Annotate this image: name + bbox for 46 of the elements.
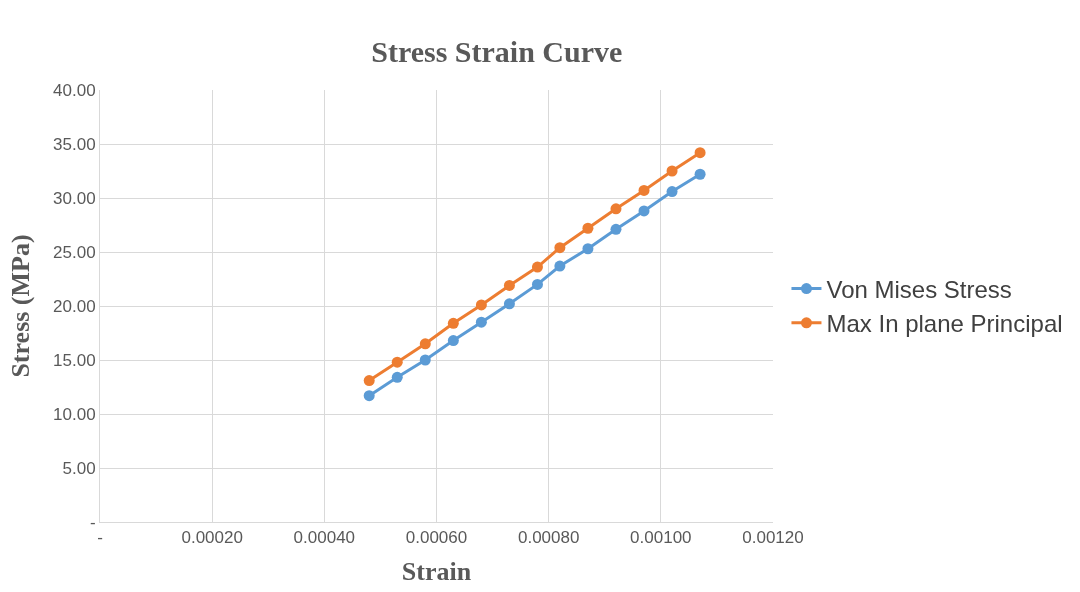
x-axis-title: Strain xyxy=(401,557,472,587)
y-tick-label: 35.00 xyxy=(53,134,96,154)
point xyxy=(503,279,515,291)
legend-label: Von Mises Stress xyxy=(826,275,1012,303)
point xyxy=(503,298,515,310)
point xyxy=(447,335,459,347)
legend-label: Max In plane Principal xyxy=(826,310,1063,338)
x-tick-label: 0.00080 xyxy=(517,528,580,548)
chart-title: Stress Strain Curve xyxy=(371,35,623,69)
point xyxy=(447,317,459,329)
point xyxy=(391,356,403,368)
point xyxy=(694,147,706,159)
point xyxy=(531,278,543,290)
point xyxy=(419,354,431,366)
point xyxy=(610,223,622,235)
y-tick-label: 20.00 xyxy=(53,296,96,316)
x-tick-label: 0.00020 xyxy=(181,528,243,548)
point xyxy=(694,168,706,180)
x-tick-label: 0.00060 xyxy=(405,528,468,548)
point xyxy=(582,222,594,234)
y-tick-label: 40.00 xyxy=(53,80,96,100)
point xyxy=(475,316,487,328)
y-tick-label: 5.00 xyxy=(62,458,96,478)
point xyxy=(363,390,375,402)
x-tick-label: 0.00100 xyxy=(630,528,692,548)
x-tick-label: 0.00040 xyxy=(293,528,356,548)
point xyxy=(419,338,431,350)
point xyxy=(554,242,566,254)
x-tick-label: 0.00120 xyxy=(742,528,804,548)
y-tick-label: - xyxy=(89,512,96,532)
y-tick-label: 15.00 xyxy=(53,350,96,370)
point xyxy=(666,165,678,177)
point xyxy=(666,186,678,198)
point xyxy=(638,184,650,196)
point xyxy=(363,375,375,387)
point xyxy=(582,243,594,255)
point xyxy=(391,371,403,383)
y-tick-label: 25.00 xyxy=(53,242,96,262)
point xyxy=(475,299,487,311)
point xyxy=(554,260,566,272)
y-tick-label: 10.00 xyxy=(53,404,96,424)
point xyxy=(531,261,543,273)
y-tick-label: 30.00 xyxy=(53,188,96,208)
point xyxy=(610,203,622,215)
y-axis-title: Stress (MPa) xyxy=(6,234,36,378)
point xyxy=(638,205,650,217)
